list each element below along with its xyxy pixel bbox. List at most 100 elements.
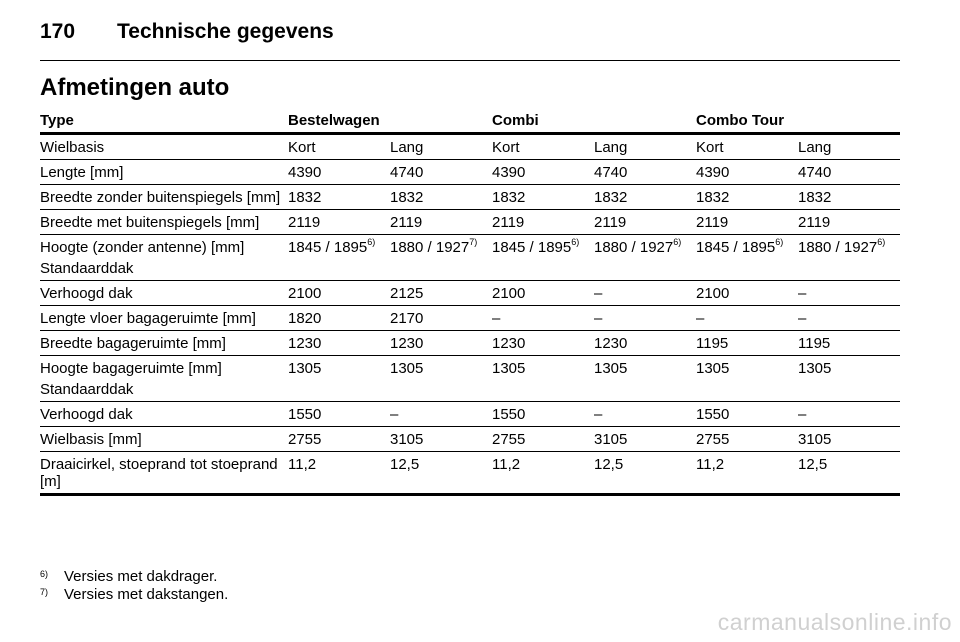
table-row: Standaarddak — [40, 379, 900, 402]
table-cell: 12,5 — [798, 451, 900, 496]
table-cell: 1832 — [594, 184, 696, 210]
row-label: Wielbasis [mm] — [40, 426, 288, 452]
footnotes: 6) Versies met dakdrager. 7) Versies met… — [40, 568, 228, 604]
table-row: Lengte vloer bagageruimte [mm] 1820 2170… — [40, 305, 900, 331]
table-cell: 4390 — [696, 159, 798, 185]
table-cell: 4740 — [594, 159, 696, 185]
table-cell: Kort — [288, 133, 390, 160]
footnote: 6) Versies met dakdrager. — [40, 568, 228, 586]
table-cell: – — [492, 305, 594, 331]
table-cell: – — [798, 280, 900, 306]
table-cell: 1305 — [594, 360, 628, 377]
table-cell: Kort — [492, 133, 594, 160]
table-header-row: Type Bestelwagen Combi Combo Tour — [40, 108, 900, 135]
table-cell: 3105 — [798, 426, 900, 452]
header-divider — [40, 60, 900, 61]
table-row: Lengte [mm] 4390 4740 4390 4740 4390 474… — [40, 159, 900, 185]
table-row: Verhoogd dak 2100 2125 2100 – 2100 – — [40, 280, 900, 306]
table-row: Standaarddak — [40, 258, 900, 281]
row-label: Hoogte bagageruimte [mm] — [40, 360, 222, 377]
table-cell: 1832 — [390, 184, 492, 210]
watermark: carmanualsonline.info — [717, 609, 952, 635]
table-cell: Lang — [390, 133, 492, 160]
footnote-text: Versies met dakdrager. — [64, 568, 218, 585]
row-label: Lengte [mm] — [40, 159, 288, 185]
table-cell: – — [798, 305, 900, 331]
table-cell: 2125 — [390, 280, 492, 306]
table-cell: 11,2 — [288, 451, 390, 496]
row-label: Breedte met buitenspiegels [mm] — [40, 209, 288, 235]
table-cell: 3105 — [594, 426, 696, 452]
column-header: Combi — [492, 108, 594, 135]
table-cell: 2170 — [390, 305, 492, 331]
table-cell: 1305 — [390, 360, 424, 377]
table-cell: 1845 / 18956) — [696, 237, 784, 257]
table-cell: – — [798, 401, 900, 427]
table-cell: 1305 — [492, 360, 526, 377]
table-cell: 1880 / 19277) — [390, 237, 478, 257]
footnote-ref: 6) — [367, 237, 376, 247]
table-cell: 4740 — [390, 159, 492, 185]
table-cell: 2100 — [696, 280, 798, 306]
table-cell: 1550 — [696, 401, 798, 427]
table-cell: 2755 — [696, 426, 798, 452]
table-cell: 4390 — [492, 159, 594, 185]
table-row: Breedte met buitenspiegels [mm] 2119 211… — [40, 209, 900, 235]
table-row: Wielbasis Kort Lang Kort Lang Kort Lang — [40, 133, 900, 160]
table-cell: 1832 — [492, 184, 594, 210]
table-cell: 1845 / 18956) — [288, 237, 376, 257]
table-cell: – — [594, 401, 696, 427]
column-header — [798, 108, 900, 135]
table-cell: 1880 / 19276) — [798, 237, 886, 257]
row-label: Draaicirkel, stoeprand tot stoeprand [m] — [40, 451, 288, 496]
table-cell: 12,5 — [390, 451, 492, 496]
table-cell: Kort — [696, 133, 798, 160]
table-cell: 11,2 — [696, 451, 798, 496]
table-cell: 1880 / 19276) — [594, 237, 682, 257]
table-cell: 1305 — [798, 360, 832, 377]
row-label: Breedte zonder buitenspiegels [mm] — [40, 184, 288, 210]
table-cell: 2119 — [798, 209, 900, 235]
table-cell: – — [390, 401, 492, 427]
column-header: Combo Tour — [696, 108, 798, 135]
footnote-ref: 7) — [469, 237, 478, 247]
table-cell: 2755 — [288, 426, 390, 452]
table-cell: 1550 — [492, 401, 594, 427]
page-number: 170 — [40, 20, 76, 43]
row-label: Verhoogd dak — [40, 401, 288, 427]
table-cell: Lang — [594, 133, 696, 160]
table-cell: 4390 — [288, 159, 390, 185]
footnote-ref: 6) — [673, 237, 682, 247]
column-header: Bestelwagen — [288, 108, 390, 135]
table-row: Hoogte bagageruimte [mm] 1305 1305 1305 … — [40, 356, 900, 380]
table-row: Draaicirkel, stoeprand tot stoeprand [m]… — [40, 451, 900, 496]
table-cell: 2100 — [288, 280, 390, 306]
row-label: Wielbasis — [40, 133, 288, 160]
table-cell: 1832 — [798, 184, 900, 210]
column-header — [594, 108, 696, 135]
table-cell: 1832 — [288, 184, 390, 210]
table-cell: 2100 — [492, 280, 594, 306]
table-row: Breedte zonder buitenspiegels [mm] 1832 … — [40, 184, 900, 210]
row-sub-label: Standaarddak — [40, 258, 288, 281]
column-header: Type — [40, 108, 288, 135]
row-label: Lengte vloer bagageruimte [mm] — [40, 305, 288, 331]
page-title: Technische gegevens — [117, 20, 334, 43]
table-cell: – — [594, 305, 696, 331]
table-cell: Lang — [798, 133, 900, 160]
table-row: Verhoogd dak 1550 – 1550 – 1550 – — [40, 401, 900, 427]
footnote: 7) Versies met dakstangen. — [40, 586, 228, 604]
table-cell: 2755 — [492, 426, 594, 452]
table-cell: 11,2 — [492, 451, 594, 496]
table-cell: 1230 — [390, 330, 492, 356]
table-row: Hoogte (zonder antenne) [mm] 1845 / 1895… — [40, 235, 900, 259]
table-cell: 1845 / 18956) — [492, 237, 580, 257]
column-header — [390, 108, 492, 135]
table-cell: 1832 — [696, 184, 798, 210]
table-cell: 12,5 — [594, 451, 696, 496]
table-cell: 2119 — [288, 209, 390, 235]
table-cell: 1195 — [798, 330, 900, 356]
footnote-mark: 7) — [40, 587, 49, 597]
footnote-ref: 6) — [571, 237, 580, 247]
table-cell: 1305 — [696, 360, 730, 377]
